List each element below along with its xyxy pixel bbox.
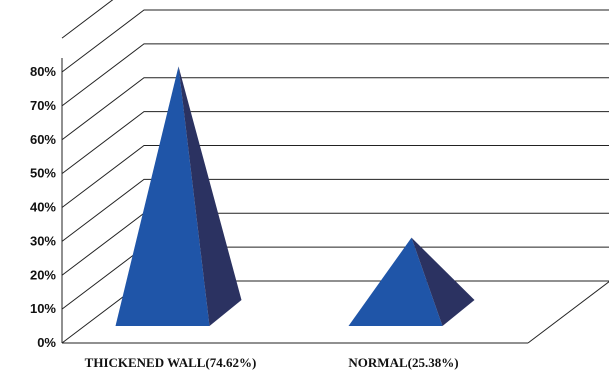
floor-right-edge [527, 281, 609, 344]
x-category-label: NORMAL(25.38%) [348, 355, 458, 370]
y-tick-label: 20% [30, 267, 56, 282]
wall-top-edge [61, 0, 114, 39]
y-tick-label: 50% [30, 166, 56, 181]
y-tick-label: 0% [37, 335, 56, 350]
y-tick-label: 30% [30, 233, 56, 248]
y-tick-label: 60% [30, 132, 56, 147]
pyramid-1 [115, 66, 242, 327]
gridline [61, 145, 609, 208]
y-tick-label: 40% [30, 200, 56, 215]
pyramid-side-face [178, 66, 242, 327]
gridline [61, 111, 609, 175]
pyramid-front-face [348, 237, 443, 326]
pyramid-side-face [411, 237, 475, 326]
pyramid-2 [348, 237, 475, 326]
x-axis-category-labels: THICKENED WALL(74.62%) NORMAL(25.38%) [85, 355, 459, 370]
y-axis-tick-labels: 0% 10% 20% 30% 40% 50% 60% 70% 80% [30, 64, 56, 350]
x-category-label: THICKENED WALL(74.62%) [85, 355, 257, 370]
y-tick-label: 80% [30, 64, 56, 79]
gridline [61, 77, 609, 141]
y-tick-label: 70% [30, 98, 56, 113]
gridline [61, 178, 609, 242]
y-tick-label: 10% [30, 301, 56, 316]
gridline [61, 9, 609, 73]
pyramid-marks [115, 66, 475, 327]
gridline [61, 43, 609, 107]
pyramid-front-face [115, 66, 210, 327]
